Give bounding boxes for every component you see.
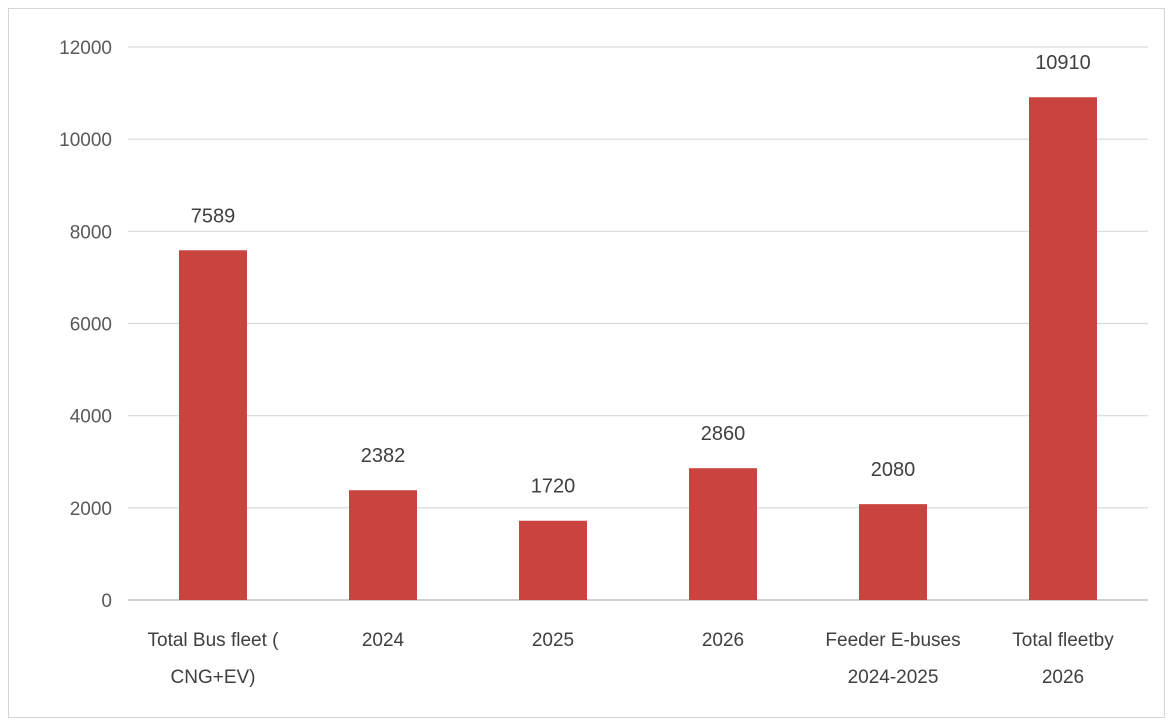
y-tick-label: 6000	[70, 315, 112, 336]
bar	[179, 250, 247, 600]
y-tick-label: 2000	[70, 499, 112, 520]
bar	[519, 520, 587, 600]
x-tick-label: 2026	[702, 630, 744, 651]
x-tick-label: 2025	[532, 630, 574, 651]
data-label: 2382	[361, 445, 406, 467]
x-tick-label: Total fleetby	[1012, 630, 1114, 651]
data-label: 2860	[701, 423, 746, 445]
bar	[859, 504, 927, 600]
bar	[1029, 97, 1097, 600]
x-tick-label: CNG+EV)	[171, 667, 256, 688]
data-label: 10910	[1035, 52, 1091, 74]
y-tick-label: 12000	[59, 38, 112, 59]
y-tick-label: 0	[101, 591, 112, 612]
data-label: 7589	[191, 205, 236, 227]
data-label: 2080	[871, 459, 916, 481]
data-label: 1720	[531, 476, 576, 498]
y-tick-label: 4000	[70, 407, 112, 428]
x-tick-label: 2024-2025	[848, 667, 939, 688]
x-tick-label: 2024	[362, 630, 405, 651]
y-tick-label: 8000	[70, 222, 112, 243]
bar	[689, 468, 757, 600]
bar	[349, 490, 417, 600]
y-tick-label: 10000	[59, 130, 112, 151]
x-tick-label: Feeder E-buses	[825, 630, 960, 651]
x-tick-label: 2026	[1042, 667, 1084, 688]
x-tick-label: Total Bus fleet (	[148, 630, 280, 651]
